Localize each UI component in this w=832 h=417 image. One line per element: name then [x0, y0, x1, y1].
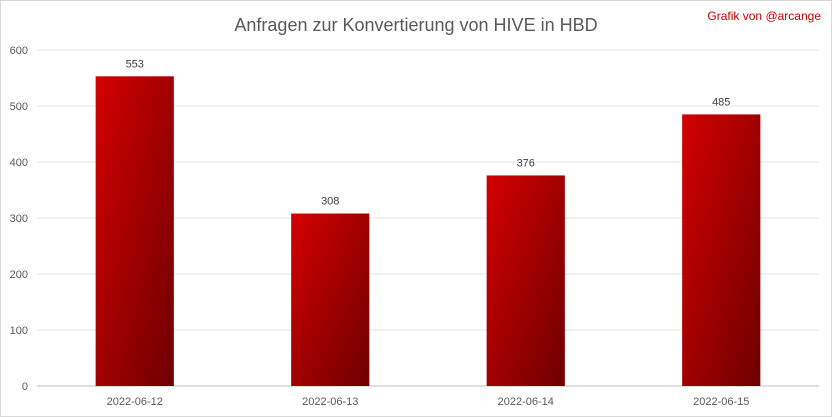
labels: 0 100 200 300 400 500 600 553 2022-06-12 308 2022-…	[10, 45, 750, 408]
bar-2022-06-13	[291, 213, 370, 386]
bar-2022-06-12	[95, 76, 174, 386]
x-tick-label: 2022-06-12	[107, 396, 163, 408]
y-tick-label: 0	[22, 381, 28, 393]
y-tick-label: 400	[10, 157, 28, 169]
bar-2022-06-14	[486, 175, 565, 386]
y-tick-label: 200	[10, 269, 28, 281]
data-label: 553	[126, 58, 144, 70]
y-tick-label: 100	[10, 325, 28, 337]
y-tick-label: 300	[10, 213, 28, 225]
bars	[95, 76, 761, 387]
bar-2022-06-15	[682, 114, 761, 387]
x-tick-label: 2022-06-14	[498, 396, 554, 408]
chart-credit: Grafik von @arcange	[707, 9, 821, 23]
data-label: 308	[321, 196, 339, 208]
y-tick-label: 500	[10, 101, 28, 113]
y-tick-label: 600	[10, 45, 28, 57]
data-label: 376	[517, 157, 535, 169]
x-tick-label: 2022-06-13	[302, 396, 358, 408]
data-label: 485	[712, 96, 730, 108]
x-tick-label: 2022-06-15	[693, 396, 749, 408]
chart-title: Anfragen zur Konvertierung von HIVE in H…	[234, 15, 598, 35]
